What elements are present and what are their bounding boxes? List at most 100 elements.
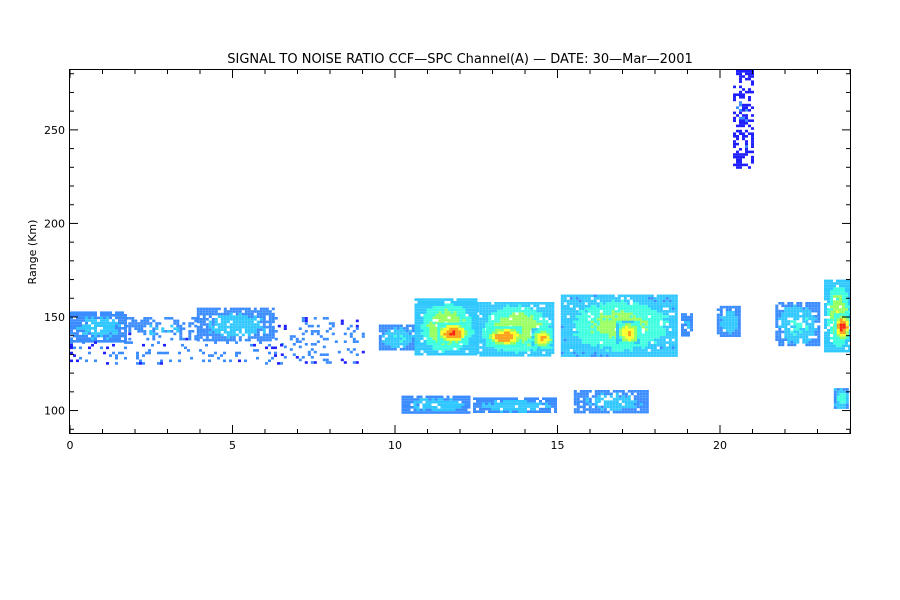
heatmap-cell — [435, 298, 439, 301]
heatmap-cell — [202, 318, 206, 321]
heatmap-cell — [476, 315, 480, 318]
heatmap-cell — [560, 299, 564, 303]
heatmap-cell — [205, 307, 209, 311]
heatmap-cell — [488, 320, 492, 323]
heatmap-cell — [560, 317, 564, 321]
heatmap-cell — [616, 325, 619, 329]
heatmap-cell — [220, 315, 224, 318]
heatmap-cell — [824, 342, 827, 345]
heatmap-cell — [512, 307, 516, 310]
heatmap-cell — [513, 339, 516, 342]
heatmap-cell — [431, 395, 435, 399]
heatmap-cell — [414, 313, 418, 317]
heatmap-cell — [545, 309, 549, 313]
heatmap-cell — [548, 397, 551, 400]
heatmap-cell — [513, 331, 516, 335]
heatmap-cell — [619, 331, 622, 334]
heatmap-cell — [539, 315, 543, 318]
heatmap-cell — [584, 328, 588, 331]
heatmap-cell — [146, 319, 150, 323]
heatmap-cell — [94, 316, 97, 320]
heatmap-cell — [824, 349, 827, 353]
heatmap-cell — [560, 330, 564, 334]
heatmap-cell — [432, 347, 436, 351]
heatmap-cell — [491, 410, 494, 413]
heatmap-cell — [833, 393, 837, 396]
heatmap-cell — [671, 297, 675, 300]
heatmap-cell — [728, 318, 732, 322]
heatmap-cell — [411, 347, 415, 351]
heatmap-cell — [796, 330, 800, 334]
heatmap-cell — [560, 336, 564, 339]
heatmap-cell — [462, 345, 466, 348]
echo-region — [560, 294, 678, 357]
heatmap-cell — [444, 298, 448, 301]
heatmap-cell — [401, 403, 405, 406]
heatmap-cell — [630, 408, 634, 411]
heatmap-cell — [824, 282, 827, 285]
heatmap-cell — [842, 303, 845, 306]
heatmap-cell — [572, 333, 576, 337]
heatmap-cell — [605, 349, 609, 352]
heatmap-cell — [482, 328, 486, 331]
heatmap-cell — [631, 323, 634, 326]
heatmap-cell — [734, 316, 738, 319]
heatmap-cell — [668, 346, 672, 350]
heatmap-cell — [465, 316, 469, 320]
heatmap-cell — [268, 325, 272, 329]
heatmap-cell — [668, 330, 672, 334]
heatmap-cell — [476, 320, 480, 323]
heatmap-cell — [94, 337, 97, 340]
heatmap-cell — [830, 284, 833, 288]
heatmap-cell — [751, 114, 754, 117]
heatmap-cell — [462, 313, 466, 317]
heatmap-cell — [447, 342, 451, 346]
heatmap-cell — [449, 333, 453, 336]
heatmap-cell — [97, 324, 100, 327]
heatmap-cell — [839, 395, 843, 399]
heatmap-cell — [494, 307, 498, 310]
heatmap-cell — [512, 322, 516, 326]
heatmap-cell — [402, 329, 406, 333]
heatmap-cell — [824, 313, 827, 316]
heatmap-cell — [690, 315, 693, 319]
heatmap-cell — [842, 328, 846, 332]
heatmap-cell — [581, 299, 585, 303]
heatmap-cell — [459, 308, 463, 312]
heatmap-cell — [817, 333, 821, 336]
heatmap-cell — [196, 318, 200, 321]
heatmap-cell — [827, 292, 830, 296]
heatmap-cell — [491, 407, 494, 411]
heatmap-cell — [223, 310, 227, 313]
heatmap-cell — [417, 337, 421, 340]
heatmap-cell — [736, 114, 739, 117]
heatmap-cell — [262, 323, 266, 326]
heatmap-cell — [719, 321, 723, 324]
heatmap-cell — [799, 328, 803, 331]
heatmap-cell — [441, 313, 445, 317]
heatmap-cell — [471, 334, 475, 338]
heatmap-cell — [70, 341, 73, 344]
heatmap-cell — [530, 315, 534, 318]
heatmap-cell — [419, 400, 423, 404]
heatmap-cell — [737, 305, 741, 309]
heatmap-cell — [575, 333, 579, 337]
heatmap-cell — [238, 312, 242, 316]
heatmap-cell — [468, 316, 472, 320]
heatmap-cell — [82, 314, 85, 317]
heatmap-cell — [608, 336, 612, 339]
heatmap-cell — [91, 311, 94, 314]
heatmap-cell — [161, 330, 165, 333]
heatmap-cell — [548, 317, 552, 321]
heatmap-cell — [566, 317, 570, 321]
heatmap-cell — [848, 295, 851, 298]
heatmap-cell — [512, 348, 516, 352]
heatmap-cell — [623, 299, 627, 303]
heatmap-cell — [387, 329, 391, 333]
heatmap-cell — [471, 300, 475, 304]
heatmap-cell — [551, 312, 555, 315]
heatmap-cell — [614, 315, 618, 318]
heatmap-cell — [468, 345, 472, 348]
heatmap-cell — [271, 356, 274, 360]
heatmap-cell — [650, 330, 654, 334]
